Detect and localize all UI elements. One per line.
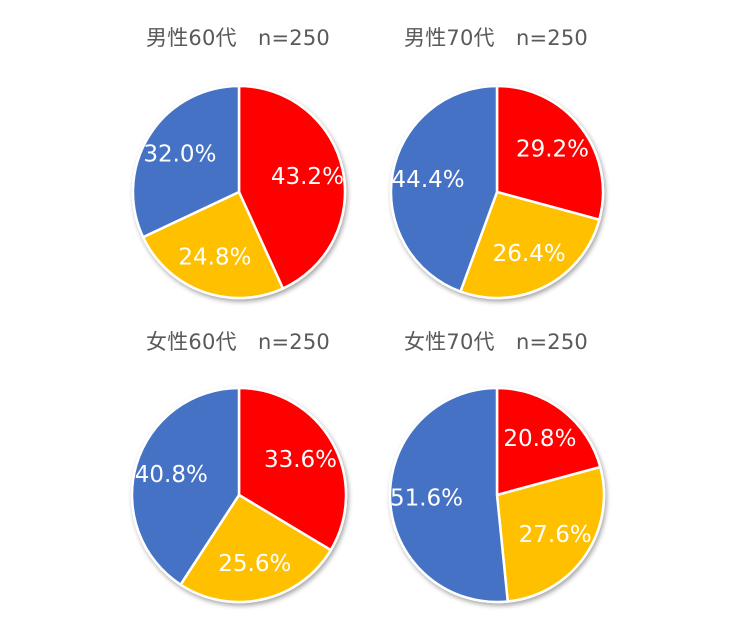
data-label: 29.2% (516, 137, 589, 163)
data-label: 40.8% (135, 462, 208, 488)
data-label: 32.0% (143, 142, 216, 168)
pie-female-60s (130, 386, 348, 604)
chart-title-female-60s: 女性60代 n=250 (146, 330, 330, 354)
pie-slice-red (237, 84, 347, 291)
pie-slice-yellow (458, 190, 601, 300)
data-label: 33.6% (264, 447, 337, 473)
pie-slice-yellow (495, 465, 606, 603)
pie-labels-female-70s: 20.8% 27.6% 51.6% (390, 426, 592, 548)
data-label: 27.6% (519, 522, 592, 548)
pie-slice-yellow (141, 190, 285, 300)
chart-title-female-70s: 女性70代 n=250 (404, 330, 588, 354)
pie-labels-female-60s: 33.6% 25.6% 40.8% (135, 447, 337, 577)
pie-labels-male-70s: 29.2% 26.4% 44.4% (392, 137, 589, 268)
pie-male-60s (131, 84, 347, 300)
pie-slice-yellow (178, 493, 333, 604)
pie-slice-red (495, 386, 602, 497)
pie-slice-blue (130, 386, 241, 587)
data-label: 20.8% (503, 426, 576, 452)
data-label: 25.6% (218, 551, 291, 577)
pie-labels-male-60s: 43.2% 24.8% 32.0% (143, 142, 344, 271)
pie-slice-red (237, 386, 348, 552)
pie-slice-blue (131, 84, 241, 239)
data-label: 51.6% (390, 486, 463, 512)
chart-title-male-60s: 男性60代 n=250 (146, 26, 330, 50)
pie-slice-blue (388, 386, 510, 604)
pie-slice-blue (389, 84, 499, 294)
chart-title-male-70s: 男性70代 n=250 (404, 26, 588, 50)
pie-slice-red (495, 84, 605, 222)
data-label: 26.4% (493, 241, 566, 267)
data-label: 24.8% (178, 245, 251, 271)
pie-female-70s (388, 386, 606, 604)
data-label: 43.2% (271, 164, 344, 190)
data-label: 44.4% (392, 167, 465, 193)
pie-male-70s (389, 84, 605, 300)
